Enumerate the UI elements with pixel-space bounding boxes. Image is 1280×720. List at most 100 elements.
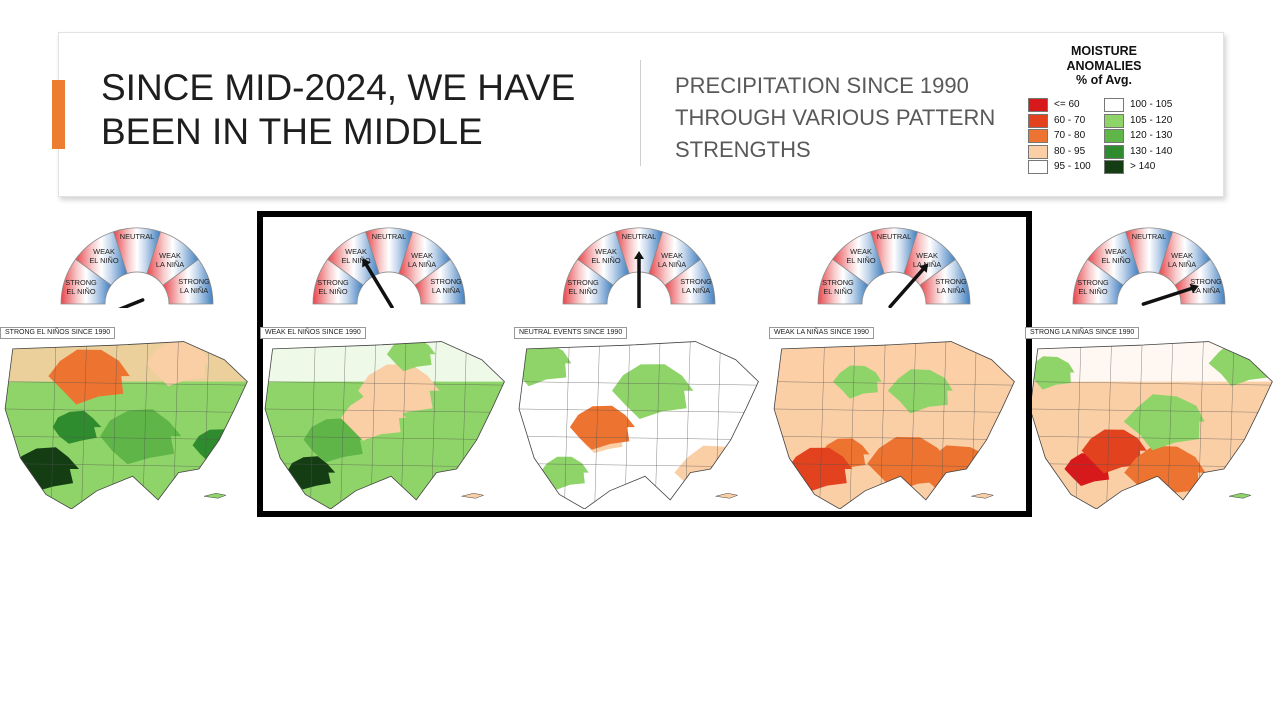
map-island: [715, 493, 739, 499]
enso-dial-weak-el-nino: NEUTRAL WEAK EL NIÑO WEAK LA NIÑA STRONG EL NI…: [309, 222, 469, 308]
map-graphic: [264, 341, 505, 509]
map-anomaly-patch: [612, 364, 694, 419]
dial-needle: [888, 267, 926, 308]
map-island: [461, 493, 485, 499]
map-boundary: [1136, 341, 1143, 509]
dial-label-strong-el-nino: STRONG: [1077, 278, 1109, 287]
map-coastline: [4, 341, 248, 509]
map-precip-layer: [519, 341, 759, 509]
dial-label-weak-la-nina: WEAK: [1171, 251, 1193, 260]
dial-label-strong-la-nina: STRONG: [430, 277, 462, 286]
map-boundary: [774, 408, 1015, 413]
map-anomaly-patch: [1123, 394, 1205, 451]
map-title: WEAK LA NIÑAS SINCE 1990: [769, 327, 874, 339]
map-boundary: [519, 435, 759, 441]
map-anomaly-patch: [100, 409, 182, 465]
dial-label-weak-la-nina: WEAK: [916, 251, 938, 260]
legend-swatch: [1104, 98, 1124, 112]
map-boundary: [654, 341, 661, 509]
precip-map-weak-la-nina: WEAK LA NIÑAS SINCE 1990: [769, 327, 1022, 509]
map-boundary: [849, 341, 856, 509]
map-graphic: [4, 341, 248, 509]
dial-label-weak-la-nina: LA NIÑA: [156, 260, 184, 269]
map-anomaly-patch: [887, 369, 953, 414]
dial-label-weak-la-nina: WEAK: [411, 251, 433, 260]
dial-label-strong-el-nino: STRONG: [317, 278, 349, 287]
map-title: STRONG EL NIÑOS SINCE 1990: [0, 327, 116, 339]
dial-segment: [60, 258, 112, 305]
dial-label-strong-la-nina: LA NIÑA: [1192, 286, 1220, 295]
dial-label-strong-la-nina: STRONG: [1190, 277, 1222, 286]
map-boundary: [265, 435, 505, 441]
dial-label-weak-el-nino: EL NIÑO: [591, 256, 621, 265]
legend-swatch: [1028, 160, 1048, 174]
dial-label-weak-el-nino: EL NIÑO: [89, 256, 119, 265]
map-boundary: [340, 341, 346, 509]
dial-needle: [364, 262, 394, 308]
dial-label-weak-el-nino: EL NIÑO: [1101, 256, 1131, 265]
dial-segment: [1072, 258, 1124, 305]
legend-swatch: [1028, 144, 1048, 159]
legend-label: 60 - 70: [1054, 114, 1086, 126]
dial-label-weak-el-nino: EL NIÑO: [846, 256, 876, 265]
legend-title-line: % of Avg.: [1075, 73, 1133, 87]
map-graphic: [773, 341, 1015, 509]
dial-needle-arrowhead: [362, 258, 371, 268]
legend-swatch: [1104, 160, 1124, 174]
map-precip-layer: [265, 341, 505, 509]
map-boundary: [81, 341, 87, 509]
map-title: STRONG LA NIÑAS SINCE 1990: [1025, 327, 1140, 339]
map-boundary: [1075, 341, 1082, 509]
map-boundary: [370, 341, 377, 509]
legend-title-line: ANOMALIES: [1066, 58, 1142, 73]
map-boundary: [1167, 341, 1174, 509]
moisture-anomaly-legend: MOISTURE ANOMALIES % of Avg. <= 60 60 - 7…: [1022, 44, 1218, 184]
dial-label-strong-la-nina: LA NIÑA: [180, 286, 208, 295]
map-anomaly-patch: [1030, 356, 1075, 390]
dial-segment: [562, 258, 614, 305]
map-anomaly-patch: [146, 342, 212, 387]
dial-label-neutral: NEUTRAL: [1132, 232, 1167, 241]
map-island: [1228, 493, 1252, 499]
map-boundary: [310, 341, 316, 509]
dial-label-weak-la-nina: LA NIÑA: [1168, 260, 1196, 269]
legend-label: 80 - 95: [1054, 145, 1086, 157]
map-anomaly-patch: [52, 410, 102, 444]
map-anomaly-patch: [1081, 429, 1147, 474]
map-island: [971, 493, 995, 499]
map-boundary: [1030, 381, 1273, 386]
header-divider: [640, 60, 641, 166]
map-coastline: [264, 341, 505, 509]
legend-swatch: [1028, 113, 1048, 128]
dial-label-weak-la-nina: LA NIÑA: [408, 260, 436, 269]
dial-segment: [817, 258, 869, 305]
dial-label-strong-el-nino: EL NIÑO: [66, 287, 96, 296]
precip-map-strong-el-nino: STRONG EL NIÑOS SINCE 1990: [0, 327, 255, 509]
map-boundary: [774, 381, 1015, 386]
dial-needle-arrowhead: [1189, 283, 1199, 294]
dial-label-weak-la-nina: LA NIÑA: [658, 260, 686, 269]
dial-label-strong-la-nina: STRONG: [178, 277, 210, 286]
dial-label-strong-el-nino: STRONG: [822, 278, 854, 287]
map-boundary: [1030, 435, 1273, 441]
legend-label: 70 - 80: [1054, 130, 1086, 141]
map-boundary: [5, 435, 248, 441]
dial-label-strong-el-nino: EL NIÑO: [823, 287, 853, 296]
dial-label-strong-la-nina: LA NIÑA: [937, 286, 965, 295]
map-anomaly-patch: [48, 349, 130, 405]
dial-label-weak-el-nino: WEAK: [345, 247, 367, 256]
legend-label: 120 - 130: [1130, 130, 1173, 141]
legend-label: <= 60: [1054, 99, 1080, 110]
dial-label-strong-la-nina: LA NIÑA: [432, 286, 460, 295]
map-precip-layer: [1030, 341, 1273, 509]
enso-dial-weak-la-nina: NEUTRAL WEAK EL NIÑO WEAK LA NIÑA STRONG EL NI…: [814, 222, 974, 308]
enso-dial-neutral: NEUTRAL WEAK EL NIÑO WEAK LA NIÑA STRONG EL NI…: [559, 222, 719, 308]
map-boundary: [50, 341, 57, 509]
legend-label: 95 - 100: [1054, 161, 1091, 172]
slide-title: SINCE MID-2024, WE HAVE BEEN IN THE MIDD…: [101, 67, 576, 152]
dial-label-weak-la-nina: WEAK: [661, 251, 683, 260]
